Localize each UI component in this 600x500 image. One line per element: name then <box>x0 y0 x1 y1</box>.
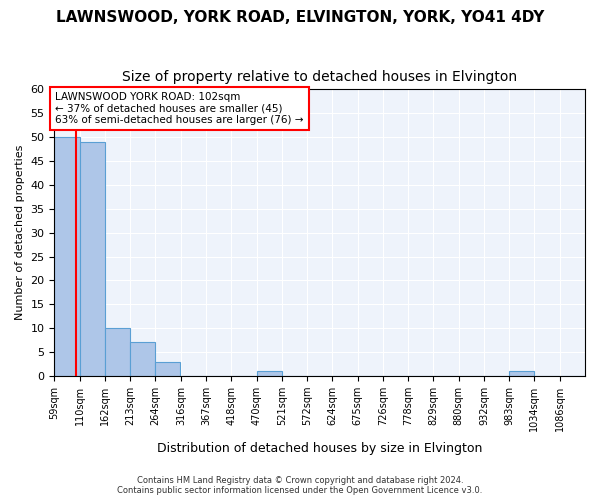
Bar <box>257 371 282 376</box>
Bar <box>55 137 80 376</box>
Bar <box>509 371 535 376</box>
Bar <box>155 362 181 376</box>
X-axis label: Distribution of detached houses by size in Elvington: Distribution of detached houses by size … <box>157 442 482 455</box>
Text: LAWNSWOOD, YORK ROAD, ELVINGTON, YORK, YO41 4DY: LAWNSWOOD, YORK ROAD, ELVINGTON, YORK, Y… <box>56 10 544 25</box>
Bar <box>105 328 130 376</box>
Y-axis label: Number of detached properties: Number of detached properties <box>15 145 25 320</box>
Text: Contains HM Land Registry data © Crown copyright and database right 2024.
Contai: Contains HM Land Registry data © Crown c… <box>118 476 482 495</box>
Bar <box>80 142 104 376</box>
Bar <box>130 342 155 376</box>
Text: LAWNSWOOD YORK ROAD: 102sqm
← 37% of detached houses are smaller (45)
63% of sem: LAWNSWOOD YORK ROAD: 102sqm ← 37% of det… <box>55 92 304 125</box>
Title: Size of property relative to detached houses in Elvington: Size of property relative to detached ho… <box>122 70 517 84</box>
